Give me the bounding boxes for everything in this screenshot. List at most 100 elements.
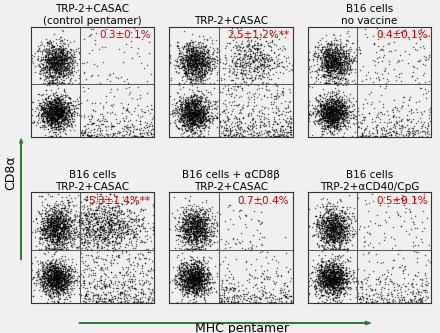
Point — [48, 246, 55, 251]
Point — [249, 123, 256, 128]
Point — [182, 99, 189, 105]
Point — [316, 227, 323, 233]
Point — [193, 227, 200, 233]
Point — [334, 215, 341, 220]
Point — [58, 55, 65, 60]
Point — [318, 102, 325, 108]
Point — [50, 208, 57, 213]
Point — [245, 43, 252, 48]
Point — [191, 106, 198, 112]
Point — [380, 298, 387, 303]
Point — [182, 260, 189, 266]
Point — [51, 264, 59, 269]
Point — [319, 230, 326, 235]
Point — [58, 100, 65, 106]
Point — [196, 284, 203, 289]
Point — [325, 118, 332, 124]
Point — [193, 285, 200, 290]
Point — [323, 269, 330, 274]
Point — [41, 270, 48, 275]
Point — [197, 65, 204, 70]
Point — [341, 271, 348, 276]
Point — [320, 124, 327, 129]
Point — [335, 282, 342, 287]
Point — [364, 101, 371, 106]
Point — [192, 245, 199, 251]
Point — [407, 120, 414, 125]
Point — [414, 58, 422, 63]
Point — [183, 268, 191, 273]
Point — [194, 107, 201, 113]
Point — [359, 251, 366, 256]
Point — [70, 242, 77, 247]
Point — [108, 262, 115, 267]
Point — [203, 229, 210, 235]
Point — [329, 273, 336, 279]
Point — [192, 268, 199, 274]
Point — [333, 56, 340, 61]
Point — [87, 233, 94, 238]
Point — [322, 243, 329, 248]
Point — [144, 220, 151, 225]
Point — [231, 98, 238, 103]
Point — [326, 287, 333, 292]
Point — [60, 105, 67, 110]
Point — [330, 265, 337, 271]
Point — [49, 219, 56, 224]
Point — [193, 282, 200, 288]
Point — [323, 272, 330, 277]
Point — [46, 105, 53, 110]
Point — [414, 269, 421, 274]
Point — [52, 113, 59, 119]
Point — [326, 221, 333, 226]
Point — [190, 62, 197, 67]
Point — [194, 213, 202, 219]
Point — [199, 34, 206, 39]
Point — [149, 127, 156, 132]
Point — [330, 269, 337, 275]
Point — [315, 280, 323, 285]
Point — [327, 73, 334, 78]
Point — [349, 231, 356, 236]
Point — [62, 45, 70, 50]
Point — [247, 295, 254, 300]
Point — [337, 232, 344, 237]
Point — [185, 232, 192, 238]
Point — [338, 261, 345, 266]
Point — [232, 64, 239, 69]
Point — [46, 100, 53, 106]
Point — [329, 216, 336, 221]
Point — [409, 116, 416, 122]
Point — [176, 80, 183, 86]
Point — [189, 275, 196, 280]
Point — [183, 110, 190, 115]
Point — [125, 118, 132, 124]
Point — [113, 260, 120, 265]
Point — [59, 277, 66, 282]
Point — [319, 73, 326, 79]
Point — [189, 206, 196, 211]
Point — [245, 290, 252, 295]
Point — [49, 222, 56, 228]
Point — [46, 133, 53, 139]
Point — [321, 69, 328, 74]
Point — [191, 236, 198, 242]
Point — [260, 74, 267, 80]
Point — [49, 280, 56, 285]
Point — [87, 218, 94, 224]
Point — [331, 119, 338, 124]
Point — [200, 122, 207, 127]
Point — [236, 45, 243, 50]
Point — [41, 276, 48, 281]
Point — [336, 50, 343, 56]
Point — [184, 105, 191, 111]
Point — [183, 48, 190, 53]
Point — [57, 133, 64, 139]
Point — [186, 285, 193, 290]
Point — [179, 281, 186, 286]
Point — [224, 88, 231, 93]
Point — [345, 223, 352, 229]
Point — [59, 61, 66, 66]
Point — [320, 113, 327, 118]
Point — [55, 271, 62, 276]
